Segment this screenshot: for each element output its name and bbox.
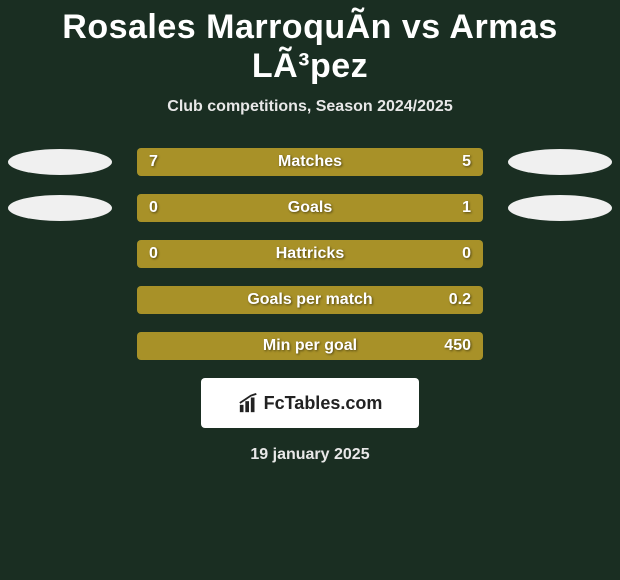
stat-row: 00Hattricks bbox=[0, 240, 620, 268]
stat-bar: 01Goals bbox=[137, 194, 483, 222]
stat-bar: 450Min per goal bbox=[137, 332, 483, 360]
stat-bar: 75Matches bbox=[137, 148, 483, 176]
logo-text: FcTables.com bbox=[264, 393, 383, 414]
page-subtitle: Club competitions, Season 2024/2025 bbox=[0, 98, 620, 116]
stat-label: Hattricks bbox=[137, 245, 483, 263]
stat-label: Goals bbox=[137, 199, 483, 217]
stat-label: Goals per match bbox=[137, 291, 483, 309]
logo-box[interactable]: FcTables.com bbox=[201, 378, 419, 428]
stat-row: 75Matches bbox=[0, 148, 620, 176]
stat-label: Matches bbox=[137, 153, 483, 171]
medal-right bbox=[508, 195, 612, 221]
medal-left bbox=[8, 195, 112, 221]
medal-left bbox=[8, 149, 112, 175]
logo-inner: FcTables.com bbox=[238, 392, 383, 414]
page-title: Rosales MarroquÃ­n vs Armas LÃ³pez bbox=[0, 0, 620, 86]
stat-row: 0.2Goals per match bbox=[0, 286, 620, 314]
medal-right bbox=[508, 149, 612, 175]
bar-chart-icon bbox=[238, 392, 260, 414]
stat-bar: 00Hattricks bbox=[137, 240, 483, 268]
stat-row: 450Min per goal bbox=[0, 332, 620, 360]
footer-date: 19 january 2025 bbox=[0, 446, 620, 464]
stat-label: Min per goal bbox=[137, 337, 483, 355]
stats-rows: 75Matches 01Goals 00Hattricks 0.2Goals per … bbox=[0, 148, 620, 360]
stat-row: 01Goals bbox=[0, 194, 620, 222]
stat-bar: 0.2Goals per match bbox=[137, 286, 483, 314]
